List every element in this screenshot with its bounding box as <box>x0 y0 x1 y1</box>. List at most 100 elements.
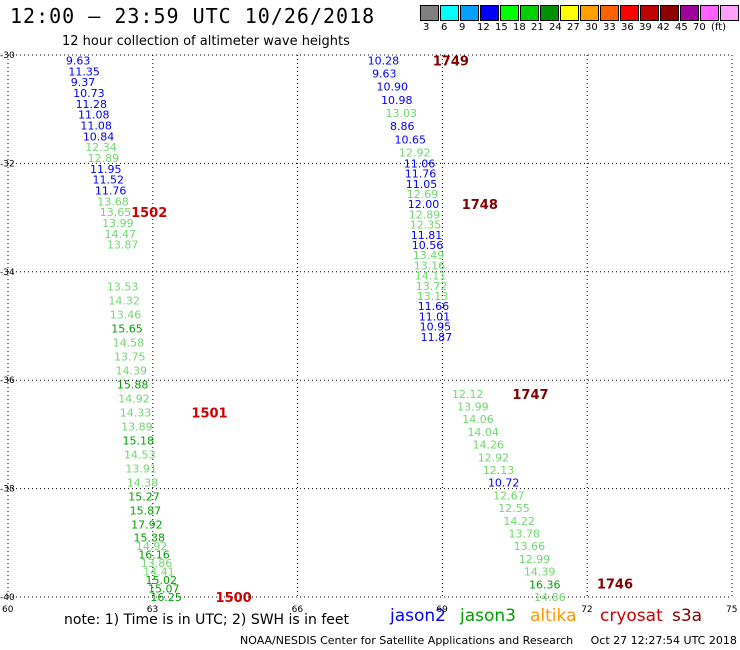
wave-height-value: 13.65 <box>100 206 132 219</box>
wave-height-value: 9.63 <box>66 54 91 67</box>
wave-height-value: 13.91 <box>125 462 157 475</box>
wave-height-value: 11.35 <box>68 65 100 78</box>
wave-height-value: 14.53 <box>124 448 156 461</box>
wave-height-value: 11.08 <box>78 109 110 122</box>
wave-height-value: 11.76 <box>95 185 127 198</box>
wave-height-value: 13.16 <box>414 259 446 272</box>
scale-label-2: 9 <box>459 22 466 33</box>
wave-height-value: 14.11 <box>415 270 447 283</box>
wave-height-value: 9.63 <box>372 68 397 81</box>
wave-height-value: 10.72 <box>488 477 520 490</box>
wave-height-value: 14.38 <box>127 476 158 489</box>
wave-height-value: 13.46 <box>110 308 142 321</box>
wave-height-value: 11.95 <box>90 163 122 176</box>
wave-height-value: 12.34 <box>85 141 117 154</box>
wave-height-value: 9.37 <box>71 76 96 89</box>
scale-label-6: 21 <box>531 22 544 33</box>
wave-height-value: 12.89 <box>409 208 441 221</box>
satellite-altika: altika <box>530 606 577 626</box>
wave-height-value: 14.39 <box>115 364 147 377</box>
pass-time-label: 1748 <box>462 198 498 213</box>
scale-swatch-0 <box>420 5 439 21</box>
wave-height-value: 10.90 <box>377 81 409 94</box>
wave-height-value: 14.06 <box>462 413 494 426</box>
scale-label-12: 39 <box>639 22 652 33</box>
wave-height-value: 14.26 <box>473 439 505 452</box>
wave-height-value: 14.39 <box>524 566 556 579</box>
wave-height-value: 14.41 <box>143 565 175 578</box>
wave-height-value: 17.92 <box>131 518 163 531</box>
scale-label-16: (ft) <box>711 22 727 33</box>
scale-label-11: 36 <box>621 22 634 33</box>
wave-height-value: 13.99 <box>457 400 489 413</box>
wave-height-value: 14.86 <box>534 591 566 604</box>
wave-height-value: 14.22 <box>503 515 535 528</box>
wave-height-value: 15.88 <box>117 378 148 391</box>
scale-label-15: 70 <box>693 22 706 33</box>
pass-time-label: 1500 <box>216 591 252 606</box>
lat-tick-label: -40 <box>0 593 15 603</box>
lat-tick-label: -32 <box>0 159 15 169</box>
wave-height-value: 13.68 <box>97 195 129 208</box>
scale-label-14: 45 <box>675 22 688 33</box>
wave-height-value: 16.36 <box>529 578 561 591</box>
units-note: note: 1) Time is in UTC; 2) SWH is in fe… <box>64 612 350 628</box>
pass-time-label: 1749 <box>433 54 469 69</box>
wave-height-value: 12.67 <box>493 489 524 502</box>
scale-swatch-6 <box>540 5 559 21</box>
lon-tick-label: 66 <box>292 605 304 615</box>
wave-height-value: 10.56 <box>412 239 444 252</box>
wave-height-value: 15.65 <box>111 322 143 335</box>
wave-height-value: 12.89 <box>88 152 120 165</box>
wave-height-value: 14.92 <box>136 540 168 553</box>
lon-tick-label: 63 <box>147 605 158 615</box>
wave-height-value: 14.33 <box>120 406 152 419</box>
wave-height-value: 15.27 <box>128 490 160 503</box>
satellite-s3a: s3a <box>672 606 703 626</box>
scale-swatch-5 <box>520 5 539 21</box>
wave-height-value: 14.04 <box>467 426 499 439</box>
scale-swatch-3 <box>480 5 499 21</box>
scale-label-0: 3 <box>423 22 430 33</box>
wave-height-value: 11.06 <box>404 157 436 170</box>
wave-height-value: 15.07 <box>148 582 180 595</box>
wave-height-value: 13.49 <box>413 249 445 262</box>
wave-height-value: 13.66 <box>514 540 546 553</box>
wave-height-value: 11.08 <box>80 119 112 132</box>
scale-swatch-9 <box>600 5 619 21</box>
lon-tick-label: 72 <box>581 605 592 615</box>
wave-height-value: 11.05 <box>406 178 438 191</box>
wave-height-value: 12.35 <box>410 219 442 232</box>
wave-height-value: 14.47 <box>105 228 136 241</box>
scale-label-5: 18 <box>513 22 526 33</box>
page-subtitle: 12 hour collection of altimeter wave hei… <box>62 34 350 49</box>
wave-height-value: 13.13 <box>417 290 449 303</box>
scale-swatch-10 <box>620 5 639 21</box>
wave-height-value: 10.28 <box>368 54 400 67</box>
scale-swatch-8 <box>580 5 599 21</box>
wave-height-value: 12.99 <box>519 553 551 566</box>
satellite-jason2: jason2 <box>390 606 446 626</box>
wave-height-value: 11.52 <box>92 174 124 187</box>
scale-swatch-1 <box>440 5 459 21</box>
lat-tick-label: -34 <box>0 268 15 278</box>
wave-height-value: 13.72 <box>416 280 448 293</box>
scale-label-9: 30 <box>585 22 598 33</box>
wave-height-value: 15.18 <box>123 434 154 447</box>
wave-height-value: 13.75 <box>114 350 146 363</box>
wave-height-value: 12.13 <box>483 464 515 477</box>
wave-height-value: 13.89 <box>121 420 153 433</box>
wave-height-value: 12.55 <box>498 502 530 515</box>
lat-tick-label: -38 <box>0 485 15 495</box>
pass-time-label: 1747 <box>512 388 548 403</box>
wave-height-value: 15.02 <box>146 574 178 587</box>
pass-time-label: 1746 <box>597 577 633 592</box>
wave-height-value: 11.01 <box>419 310 451 323</box>
wave-height-value: 11.87 <box>421 331 453 344</box>
wave-height-value: 10.73 <box>73 87 105 100</box>
footer-credit: NOAA/NESDIS Center for Satellite Applica… <box>240 634 737 647</box>
wave-height-value: 11.81 <box>411 229 443 242</box>
generated-timestamp: Oct 27 12:27:54 UTC 2018 <box>590 634 737 647</box>
pass-time-label: 1502 <box>131 206 167 221</box>
scale-label-13: 42 <box>657 22 670 33</box>
